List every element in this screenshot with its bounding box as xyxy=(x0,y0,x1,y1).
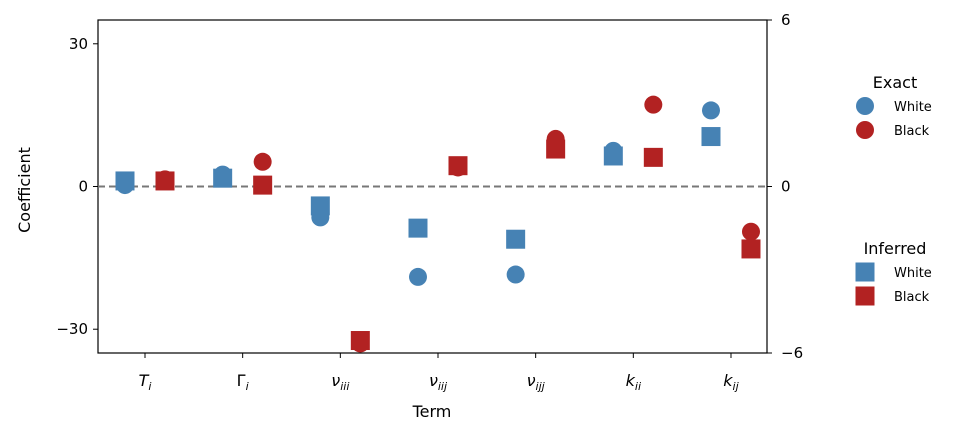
x-tick-label: νiij xyxy=(429,371,448,393)
legend-label-exact-white: White xyxy=(894,100,932,115)
legend-label-inferred-white: White xyxy=(894,266,932,281)
x-axis-label: Term xyxy=(412,402,452,421)
legend-title-inferred: Inferred xyxy=(864,239,927,258)
legend-marker-exact-white xyxy=(856,97,874,115)
inferred-white-k-ij-point xyxy=(701,127,721,147)
x-tick-label: Γi xyxy=(237,371,249,393)
exact-white-ijj-point xyxy=(506,265,525,284)
exact-white-iij-point xyxy=(408,267,427,286)
y-left-tick-label: −30 xyxy=(56,320,88,338)
inferred-black-k-ii-point xyxy=(643,147,663,167)
exact-black-k-ij-point xyxy=(741,222,760,241)
y-right-tick-label: 0 xyxy=(781,178,791,196)
legend-label-exact-black: Black xyxy=(894,124,930,139)
y-right-tick-label: −6 xyxy=(781,344,803,362)
inferred-white-iii-point xyxy=(310,196,330,216)
x-tick-label: kii xyxy=(626,371,641,393)
inferred-white-t-i-point xyxy=(115,171,135,191)
legend-marker-exact-black xyxy=(856,121,874,139)
exact-white-k-ij-point xyxy=(701,101,720,120)
y-right-tick-label: 6 xyxy=(781,11,791,29)
inferred-black-iii-point xyxy=(350,331,370,351)
x-tick-label: νijj xyxy=(527,371,546,393)
legend-label-inferred-black: Black xyxy=(894,290,930,305)
inferred-white-i-point xyxy=(213,168,233,188)
legend-marker-inferred-black xyxy=(855,286,875,306)
inferred-white-k-ii-point xyxy=(603,146,623,166)
x-tick-label: νiii xyxy=(331,371,349,393)
y-left-tick-label: 30 xyxy=(69,35,88,53)
inferred-black-t-i-point xyxy=(155,171,175,191)
inferred-white-ijj-point xyxy=(506,229,526,249)
inferred-black-i-point xyxy=(253,175,273,195)
x-tick-label: Ti xyxy=(139,371,152,393)
exact-black-i-point xyxy=(253,152,272,171)
inferred-white-iij-point xyxy=(408,218,428,238)
inferred-black-ijj-point xyxy=(546,139,566,159)
legend-marker-inferred-white xyxy=(855,262,875,282)
plot-area: −30 0 30 −6 0 6 Ti Γi νiii νiij νijj kii kij xyxy=(56,11,803,393)
x-tick-label: kij xyxy=(723,371,739,393)
legend: Exact White Black Inferred White Black xyxy=(855,73,932,306)
y-left-tick-label: 0 xyxy=(78,178,88,196)
inferred-black-iij-point xyxy=(448,156,468,176)
y-axis-label: Coefficient xyxy=(15,147,34,233)
legend-title-exact: Exact xyxy=(873,73,917,92)
inferred-black-k-ij-point xyxy=(741,239,761,259)
exact-black-k-ii-point xyxy=(644,95,663,114)
